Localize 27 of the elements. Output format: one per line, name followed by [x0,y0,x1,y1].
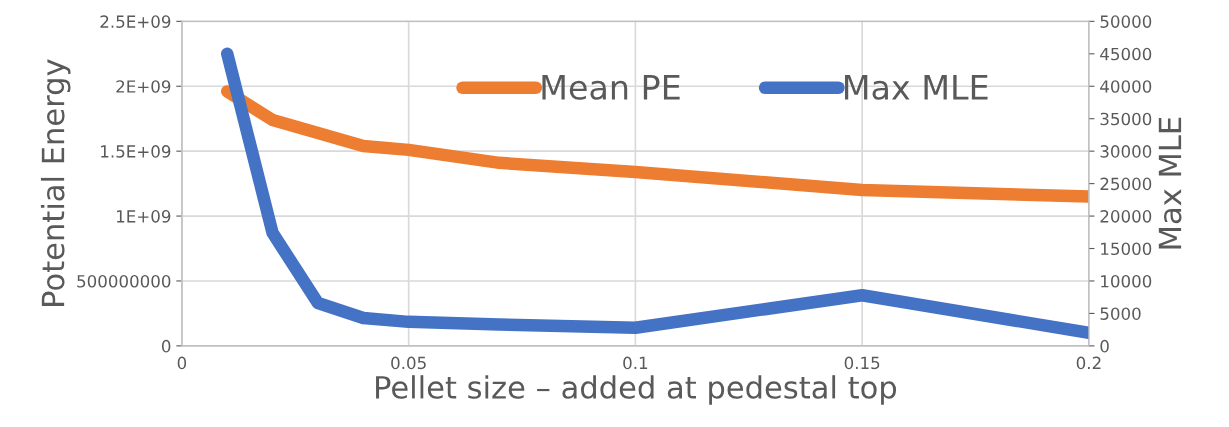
y2-tick-label: 35000 [1100,112,1152,126]
x-tick-label: 0.1 [623,356,648,370]
legend-label: Mean PE [542,75,680,100]
y-tick-label: 2E+09 [116,80,171,93]
y2-tick-label: 50000 [1100,15,1152,28]
y-tick-label: 0 [161,339,171,353]
legend-label: Max MLE [845,75,988,100]
x-axis-title: Pellet size – added at pedestal top [376,375,897,405]
y-tick-label: 1.5E+09 [101,145,171,158]
y2-tick-label: 40000 [1100,80,1152,93]
y-tick-label: 500000000 [77,274,171,288]
x-tick-label: 0.05 [391,356,426,370]
y2-tick-label: 5000 [1100,307,1141,320]
y2-tick-label: 45000 [1100,47,1152,61]
y2-tick-label: 20000 [1100,210,1152,223]
y2-tick-label: 30000 [1100,145,1152,158]
x-tick-label: 0.2 [1076,356,1101,370]
y2-tick-label: 15000 [1101,242,1152,256]
y-tick-label: 2.5E+09 [100,15,171,28]
y2-tick-label: 10000 [1101,274,1152,288]
y2-tick-label: 0 [1100,339,1109,353]
y-axis-title: Potential Energy [40,59,71,306]
y2-tick-label: 25000 [1100,177,1152,191]
x-tick-label: 0.15 [844,356,880,370]
y-tick-label: 1E+09 [117,210,171,223]
x-tick-label: 0 [177,356,187,370]
y2-axis-title: Max MLE [1158,117,1182,249]
